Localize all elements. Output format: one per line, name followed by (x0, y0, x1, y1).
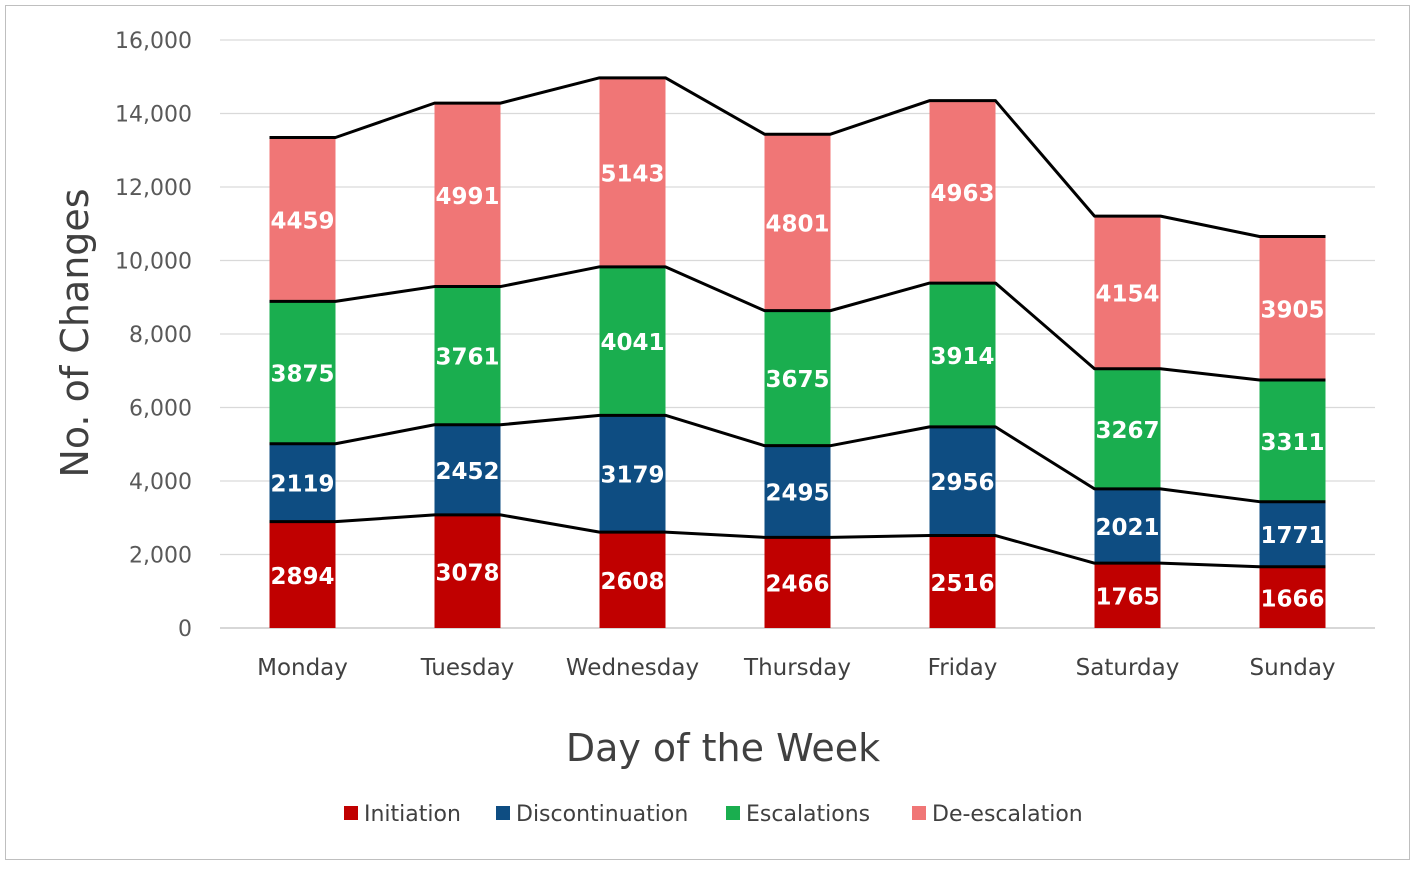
data-label: 3875 (270, 362, 334, 388)
bar-segment-escalations (764, 310, 831, 446)
data-label: 3914 (930, 344, 994, 370)
x-category-label: Saturday (1076, 655, 1180, 681)
data-label: 2956 (930, 470, 994, 496)
bar-segment-initiation (1094, 563, 1161, 628)
legend-swatch-escalations (726, 806, 740, 820)
data-label: 2894 (270, 564, 334, 590)
bar-segment-de-escalation (599, 77, 666, 267)
bar-segment-escalations (929, 283, 996, 427)
bar-segment-de-escalation (1094, 216, 1161, 369)
series-line-discontinuation (269, 413, 1326, 504)
data-label: 3078 (435, 560, 499, 586)
data-label: 3179 (600, 463, 664, 489)
x-category-label: Tuesday (420, 655, 515, 681)
data-label: 4459 (270, 208, 334, 234)
data-label: 2466 (765, 572, 829, 598)
y-tick-label: 10,000 (115, 250, 192, 275)
bar-segment-discontinuation (599, 415, 666, 533)
y-tick-label: 0 (178, 617, 192, 642)
bar-segment-discontinuation (929, 426, 996, 536)
x-category-label: Sunday (1249, 655, 1335, 681)
series-line-initiation (269, 513, 1326, 569)
bar-segment-escalations (599, 266, 666, 416)
data-label: 3675 (765, 367, 829, 393)
data-label: 3761 (435, 345, 499, 371)
bar-segment-initiation (929, 535, 996, 628)
legend-label: De-escalation (932, 802, 1083, 827)
legend: Initiation Discontinuation Escalations De-e… (344, 802, 1083, 827)
y-tick-label: 14,000 (115, 103, 192, 128)
bar-segment-initiation (599, 532, 666, 628)
legend-swatch-de-escalation (912, 806, 926, 820)
bar-segment-discontinuation (269, 443, 336, 522)
data-label: 2608 (600, 569, 664, 595)
data-label: 4801 (765, 211, 829, 237)
bars (269, 77, 1326, 628)
y-tick-label: 12,000 (115, 176, 192, 201)
x-category-label: Thursday (743, 655, 851, 681)
data-label: 2021 (1095, 515, 1159, 541)
data-label: 5143 (600, 161, 664, 187)
data-label: 4154 (1095, 281, 1159, 307)
bar-segment-discontinuation (1259, 501, 1326, 567)
legend-label: Initiation (364, 802, 461, 827)
bar-segment-initiation (764, 537, 831, 628)
bar-segment-de-escalation (764, 134, 831, 311)
legend-label: Discontinuation (516, 802, 688, 827)
y-tick-label: 16,000 (115, 29, 192, 54)
x-category-label: Wednesday (566, 655, 699, 681)
data-labels: 2894 2119 3875 4459 3078 2452 3761 4991 2608 3179… (270, 161, 1324, 612)
bar-segment-de-escalation (269, 137, 336, 302)
y-tick-label: 4,000 (129, 470, 192, 495)
bar-segment-de-escalation (1259, 236, 1326, 381)
bar-segment-escalations (1094, 368, 1161, 489)
data-label: 2119 (270, 472, 334, 498)
data-label: 2452 (435, 459, 499, 485)
data-label: 1765 (1095, 585, 1159, 611)
x-category-label: Monday (257, 655, 348, 681)
data-label: 3905 (1260, 297, 1324, 323)
bar-segment-de-escalation (929, 100, 996, 284)
data-label: 1771 (1260, 523, 1324, 549)
series-line-de-escalation (269, 76, 1326, 239)
legend-swatch-initiation (344, 806, 358, 820)
bar-segment-escalations (1259, 380, 1326, 502)
legend-label: Escalations (746, 802, 870, 827)
bar-segment-discontinuation (434, 424, 501, 515)
data-label: 4963 (930, 181, 994, 207)
y-axis-ticks: 0 2,000 4,000 6,000 8,000 10,000 12,000 14,000 1… (115, 29, 192, 642)
x-axis-categories: Monday Tuesday Wednesday Thursday Friday Satu… (257, 655, 1335, 681)
y-tick-label: 2,000 (129, 544, 192, 569)
series-line-escalations (269, 265, 1326, 382)
data-label: 3311 (1260, 430, 1324, 456)
chart-frame (5, 5, 1410, 860)
series-lines (269, 76, 1326, 569)
bar-segment-escalations (269, 301, 336, 444)
y-tick-label: 8,000 (129, 323, 192, 348)
x-axis-title: Day of the Week (566, 726, 880, 770)
bar-segment-de-escalation (434, 103, 501, 287)
bar-segment-initiation (269, 521, 336, 628)
x-category-label: Friday (928, 655, 998, 681)
bar-segment-initiation (434, 514, 501, 628)
data-label: 2516 (930, 571, 994, 597)
bar-segment-discontinuation (1094, 488, 1161, 564)
bar-segment-escalations (434, 286, 501, 425)
bar-segment-initiation (1259, 566, 1326, 628)
bar-segment-discontinuation (764, 445, 831, 538)
legend-swatch-discontinuation (496, 806, 510, 820)
data-label: 3267 (1095, 418, 1159, 444)
y-axis-title: No. of Changes (53, 188, 97, 477)
y-tick-label: 6,000 (129, 397, 192, 422)
data-label: 4041 (600, 330, 664, 356)
data-label: 4991 (435, 184, 499, 210)
data-label: 2495 (765, 481, 829, 507)
data-label: 1666 (1260, 586, 1324, 612)
